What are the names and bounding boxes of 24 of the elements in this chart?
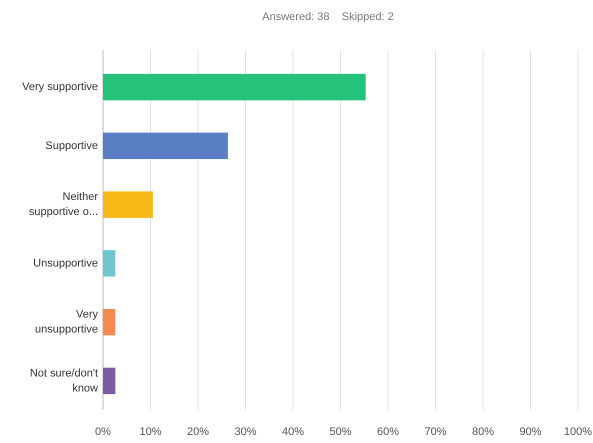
y-tick-label: Unsupportive — [33, 257, 98, 270]
x-tick-label: 10% — [139, 426, 162, 438]
x-tick-label: 40% — [282, 426, 304, 438]
bar — [103, 250, 116, 277]
x-tick-label: 50% — [329, 426, 352, 438]
bar — [103, 74, 366, 100]
bar — [103, 368, 116, 394]
y-tick-label: Very unsupportive — [35, 308, 98, 336]
y-tick-label: Not sure/don't know — [30, 367, 98, 394]
y-tick-label: Very supportive — [22, 80, 98, 93]
bar — [103, 308, 116, 336]
x-tick-label: 100% — [564, 426, 592, 438]
x-tick-label: 60% — [376, 426, 400, 438]
x-tick-label: 70% — [424, 426, 447, 438]
y-tick-label: Supportive — [45, 140, 98, 152]
x-tick-label: 90% — [519, 426, 542, 438]
y-tick-label: Neither supportive o... — [28, 191, 98, 218]
chart-title: Answered: 38 Skipped: 2 — [262, 11, 394, 23]
bar — [103, 191, 153, 218]
x-tick-label: 80% — [472, 426, 494, 438]
x-tick-label: 20% — [186, 426, 210, 438]
bar — [103, 132, 228, 160]
x-tick-label: 30% — [234, 426, 257, 438]
x-tick-label: 0% — [95, 426, 112, 438]
